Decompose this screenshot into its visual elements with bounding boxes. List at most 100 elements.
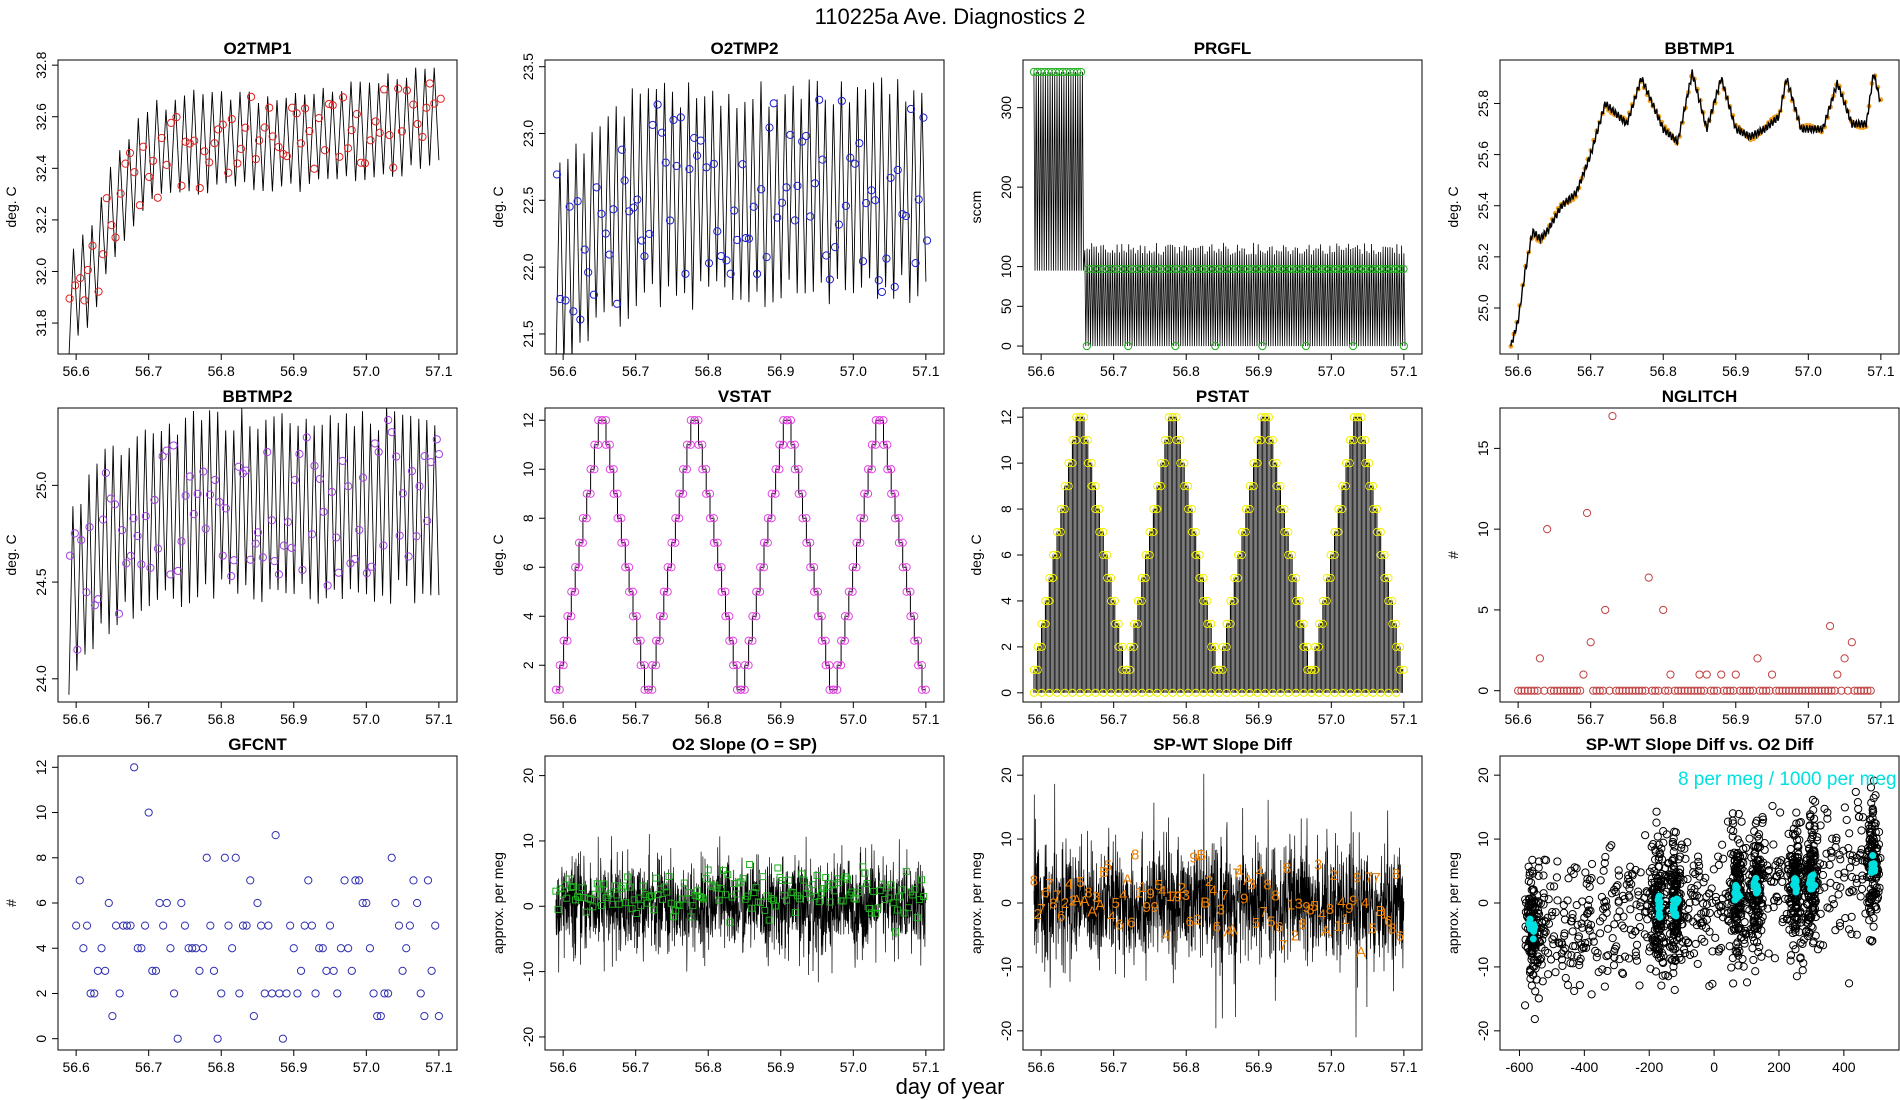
data-point bbox=[1702, 900, 1712, 909]
series-marker bbox=[1096, 264, 1105, 274]
series-marker bbox=[860, 514, 869, 523]
series-marker bbox=[810, 179, 820, 188]
data-point bbox=[1847, 912, 1856, 921]
series-marker bbox=[573, 197, 582, 206]
series-marker: 6 bbox=[1275, 919, 1283, 936]
data-point bbox=[1667, 864, 1676, 873]
series-marker: 2 bbox=[1205, 873, 1213, 890]
series-marker: 7 bbox=[1221, 887, 1229, 904]
data-point bbox=[1792, 819, 1801, 828]
series-marker bbox=[629, 203, 638, 212]
series-marker bbox=[854, 889, 862, 897]
data-point bbox=[1642, 902, 1651, 911]
series-marker bbox=[601, 440, 611, 449]
data-point bbox=[1611, 686, 1621, 695]
series-marker bbox=[786, 416, 796, 425]
series-marker bbox=[1160, 436, 1170, 445]
series-marker bbox=[917, 685, 927, 694]
series-marker bbox=[632, 636, 641, 645]
series-marker bbox=[181, 137, 190, 146]
data-point bbox=[1683, 912, 1692, 922]
series-marker bbox=[565, 202, 574, 211]
data-point bbox=[1626, 862, 1635, 871]
series-marker bbox=[767, 895, 775, 903]
series-marker bbox=[1318, 596, 1328, 606]
data-point bbox=[1557, 938, 1566, 947]
series-marker bbox=[863, 465, 873, 474]
series-marker bbox=[385, 130, 394, 140]
series-marker bbox=[1087, 481, 1096, 491]
series-marker bbox=[613, 489, 622, 498]
series-marker bbox=[190, 136, 199, 145]
data-point bbox=[1683, 686, 1692, 695]
series-line bbox=[1510, 69, 1882, 347]
series-marker bbox=[848, 563, 857, 572]
series-marker bbox=[1149, 527, 1158, 537]
y-axis-label: deg. C bbox=[3, 186, 19, 227]
data-point bbox=[1784, 865, 1793, 874]
series-marker bbox=[919, 113, 928, 122]
series-marker: 8 bbox=[1030, 873, 1038, 890]
data-point bbox=[307, 921, 317, 930]
series-marker bbox=[98, 250, 108, 259]
data-point bbox=[1600, 902, 1610, 912]
data-point bbox=[1803, 932, 1812, 941]
series-marker bbox=[1099, 688, 1108, 697]
series-marker bbox=[1261, 688, 1270, 697]
data-point bbox=[1779, 914, 1788, 924]
series-marker bbox=[1045, 596, 1054, 606]
series-marker bbox=[663, 563, 672, 572]
series-marker bbox=[739, 875, 747, 883]
data-point bbox=[1575, 960, 1584, 970]
data-point bbox=[198, 944, 208, 953]
series-marker bbox=[1033, 665, 1042, 674]
series-marker bbox=[1284, 688, 1293, 697]
series-marker bbox=[1191, 688, 1200, 697]
data-point bbox=[1790, 919, 1799, 929]
data-point bbox=[1718, 913, 1728, 922]
data-point bbox=[1624, 954, 1634, 963]
series-marker bbox=[676, 902, 684, 910]
data-point bbox=[1866, 686, 1875, 695]
series-marker bbox=[1037, 619, 1046, 629]
series-marker bbox=[214, 125, 223, 134]
series-marker bbox=[116, 189, 125, 198]
series-marker bbox=[798, 489, 807, 498]
data-point bbox=[1783, 871, 1792, 880]
series-marker bbox=[1257, 413, 1266, 422]
series-marker: 4 bbox=[1318, 906, 1326, 923]
data-point bbox=[1651, 871, 1661, 880]
data-point bbox=[1816, 821, 1825, 830]
series-marker: 4 bbox=[1119, 887, 1127, 904]
series-marker bbox=[1299, 642, 1308, 651]
data-point bbox=[1671, 956, 1680, 966]
data-point bbox=[1864, 897, 1874, 906]
data-point bbox=[1760, 845, 1769, 855]
series-marker bbox=[1122, 665, 1131, 674]
series-marker bbox=[263, 448, 272, 457]
series-marker bbox=[1164, 436, 1173, 445]
data-point bbox=[1651, 943, 1660, 953]
data-point bbox=[1601, 897, 1611, 906]
data-point bbox=[1711, 892, 1721, 902]
data-point bbox=[1528, 855, 1537, 864]
data-point bbox=[86, 989, 95, 998]
data-point bbox=[1714, 947, 1723, 956]
series-marker bbox=[1237, 688, 1247, 697]
y-axis-label: approx. per meg bbox=[490, 852, 506, 954]
series-marker bbox=[1271, 264, 1280, 274]
series-marker: 3 bbox=[1217, 901, 1225, 918]
series-marker bbox=[1230, 596, 1239, 606]
data-point bbox=[1733, 835, 1742, 844]
y-axis-label: deg. C bbox=[3, 534, 19, 575]
x-tick-label: 56.9 bbox=[767, 1059, 794, 1075]
data-point bbox=[1546, 882, 1555, 891]
series-marker bbox=[1049, 573, 1058, 583]
data-point bbox=[1534, 871, 1543, 881]
series-marker bbox=[1245, 504, 1254, 514]
data-point bbox=[1538, 935, 1547, 945]
y-axis-label: # bbox=[1445, 551, 1461, 559]
cluster-marker bbox=[1809, 871, 1817, 879]
data-point bbox=[1726, 686, 1735, 695]
series-marker: 9 bbox=[1150, 899, 1158, 916]
